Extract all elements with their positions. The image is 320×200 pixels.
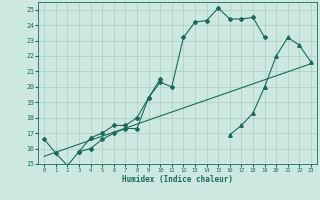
X-axis label: Humidex (Indice chaleur): Humidex (Indice chaleur)	[122, 175, 233, 184]
